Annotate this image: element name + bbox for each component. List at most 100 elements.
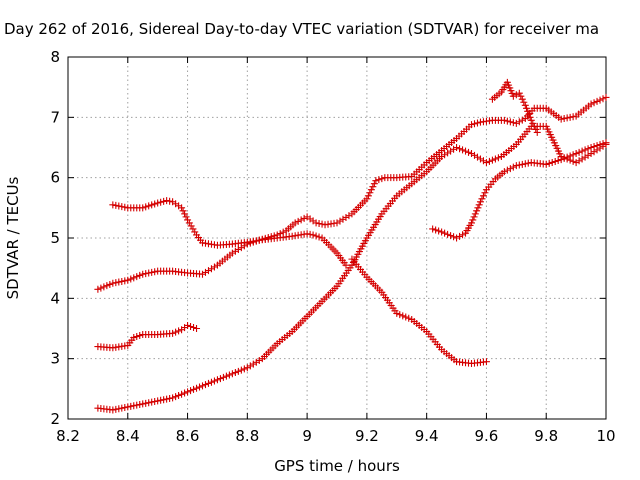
series-track-2 (94, 93, 610, 293)
data-point (369, 183, 377, 191)
y-tick-label: 7 (50, 108, 60, 126)
data-point (169, 329, 177, 337)
x-tick-label: 9.4 (415, 427, 439, 445)
data-point (509, 163, 517, 171)
data-point (441, 229, 449, 237)
data-point (184, 216, 192, 224)
data-point (190, 385, 198, 393)
data-point (294, 217, 302, 225)
data-point (517, 92, 525, 100)
data-point (396, 311, 404, 319)
data-point (121, 404, 129, 412)
data-point (112, 405, 120, 413)
data-point (163, 197, 171, 205)
data-point (515, 118, 523, 126)
data-point (512, 119, 520, 127)
data-point (190, 323, 198, 331)
y-tick-label: 2 (50, 410, 60, 428)
data-point (127, 275, 135, 283)
data-point (500, 168, 508, 176)
data-point (509, 92, 517, 100)
data-point (506, 118, 514, 126)
data-point (470, 120, 478, 128)
data-point (542, 160, 550, 168)
data-point (500, 116, 508, 124)
data-point (476, 198, 484, 206)
data-point (462, 147, 470, 155)
data-point (432, 226, 440, 234)
chart-title: Day 262 of 2016, Sidereal Day-to-day VTE… (4, 20, 599, 38)
data-point (602, 139, 610, 147)
data-point (566, 113, 574, 121)
data-point (184, 388, 192, 396)
data-point (569, 151, 577, 159)
data-point (468, 219, 475, 227)
y-tick-label: 6 (50, 169, 60, 187)
axis-ticks: 8.2 8.4 8.6 8.8 9 9.2 9.4 9.6 9.8 10 2 3 4 5 6 7 8 (50, 48, 615, 445)
x-tick-label: 8.6 (176, 427, 200, 445)
data-point (515, 161, 523, 169)
x-tick-label: 8.4 (116, 427, 140, 445)
data-point (145, 399, 153, 407)
data-point (136, 332, 144, 340)
data-points (94, 78, 610, 414)
data-point (191, 228, 199, 236)
data-point (453, 234, 461, 242)
data-point (473, 207, 481, 215)
data-point (175, 391, 183, 399)
data-point (456, 232, 464, 240)
data-point (157, 396, 165, 404)
data-point (97, 284, 105, 292)
data-point (231, 369, 239, 377)
data-point (375, 176, 383, 184)
data-point (527, 116, 535, 124)
data-point (438, 228, 446, 236)
data-point (118, 203, 126, 211)
data-point (518, 160, 526, 168)
data-point (521, 160, 529, 168)
data-point (447, 232, 455, 240)
data-point (179, 207, 187, 215)
data-point (491, 155, 499, 163)
data-point (94, 285, 102, 293)
data-point (160, 396, 168, 404)
data-point (216, 375, 224, 383)
data-point (468, 121, 475, 129)
data-point (166, 394, 174, 402)
data-point (157, 198, 165, 206)
data-point (219, 373, 227, 381)
data-point (255, 236, 263, 244)
data-point (181, 389, 189, 397)
data-point (267, 233, 275, 241)
data-point (479, 192, 487, 200)
data-point (124, 403, 132, 411)
data-point (297, 216, 305, 224)
data-point (470, 213, 478, 221)
data-point (121, 277, 129, 285)
series-track-7 (488, 78, 541, 136)
data-point (201, 381, 209, 389)
data-point (453, 144, 461, 151)
data-point (530, 122, 538, 130)
x-axis-label: GPS time / hours (274, 457, 400, 475)
data-point (533, 128, 541, 136)
data-point (378, 175, 386, 183)
data-point (148, 398, 156, 406)
data-point (522, 104, 530, 112)
data-point (471, 210, 479, 218)
data-point (532, 125, 540, 133)
data-point (481, 189, 489, 197)
data-point (133, 333, 141, 341)
data-point (405, 314, 413, 322)
data-point (100, 283, 108, 291)
data-point (506, 165, 514, 173)
data-point (178, 390, 186, 398)
data-point (557, 115, 565, 123)
data-point (115, 278, 123, 286)
y-tick-label: 3 (50, 350, 60, 368)
data-point (363, 195, 371, 203)
data-point (103, 282, 111, 290)
data-point (372, 177, 380, 185)
data-point (429, 225, 437, 233)
